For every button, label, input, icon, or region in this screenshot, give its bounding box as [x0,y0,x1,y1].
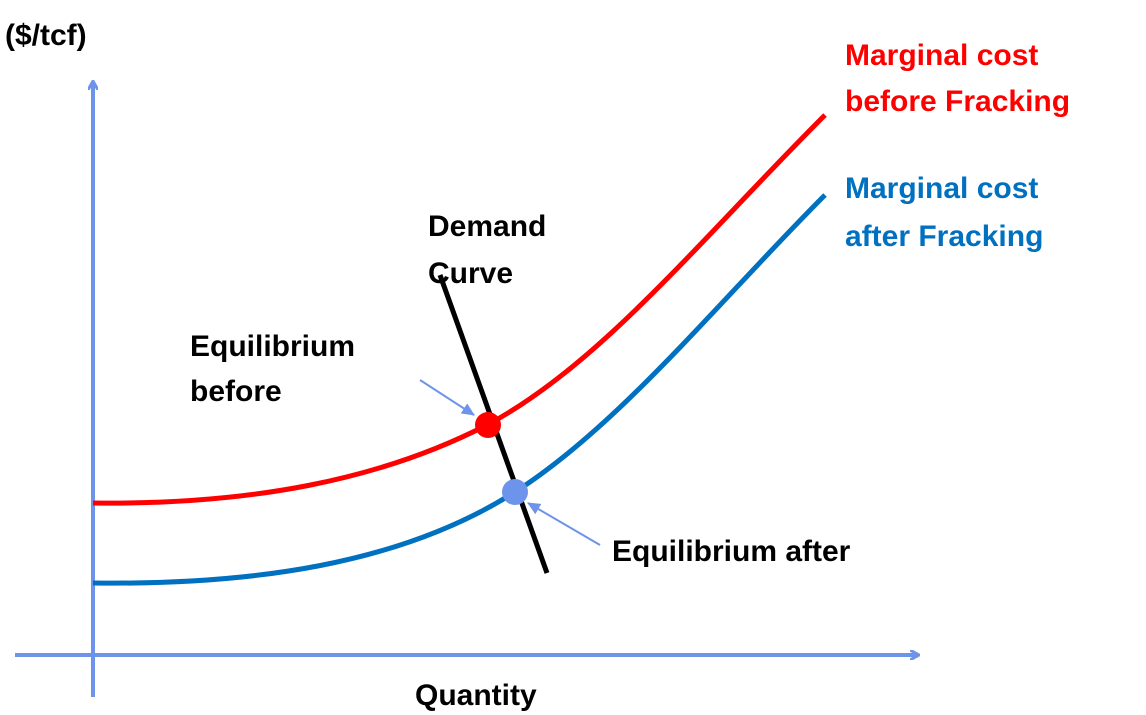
label-line: before [190,375,282,408]
pointer-arrow [419,379,475,416]
y-axis-label: ($/tcf) [5,19,87,52]
label-line: Demand [428,210,546,243]
equilibrium-before-point [475,412,501,438]
label-line: Marginal cost [845,172,1038,205]
label-line: Equilibrium [190,330,355,363]
x-axis-label: Quantity [415,679,537,712]
label-line: Marginal cost [845,39,1038,72]
label-line: after Fracking [845,220,1043,253]
pointer-arrow [527,502,601,546]
equilibrium-after-point [502,479,528,505]
label-line: Curve [428,257,513,290]
demand-label: Demand Curve [428,210,555,290]
mc-after-label: Marginal cost after Fracking [845,172,1047,253]
mc-before-label: Marginal cost before Fracking [845,39,1070,118]
equilibrium-after-label: Equilibrium after [612,535,851,568]
label-line: before Fracking [845,85,1070,118]
equilibrium-before-label: Equilibrium before [190,330,363,408]
